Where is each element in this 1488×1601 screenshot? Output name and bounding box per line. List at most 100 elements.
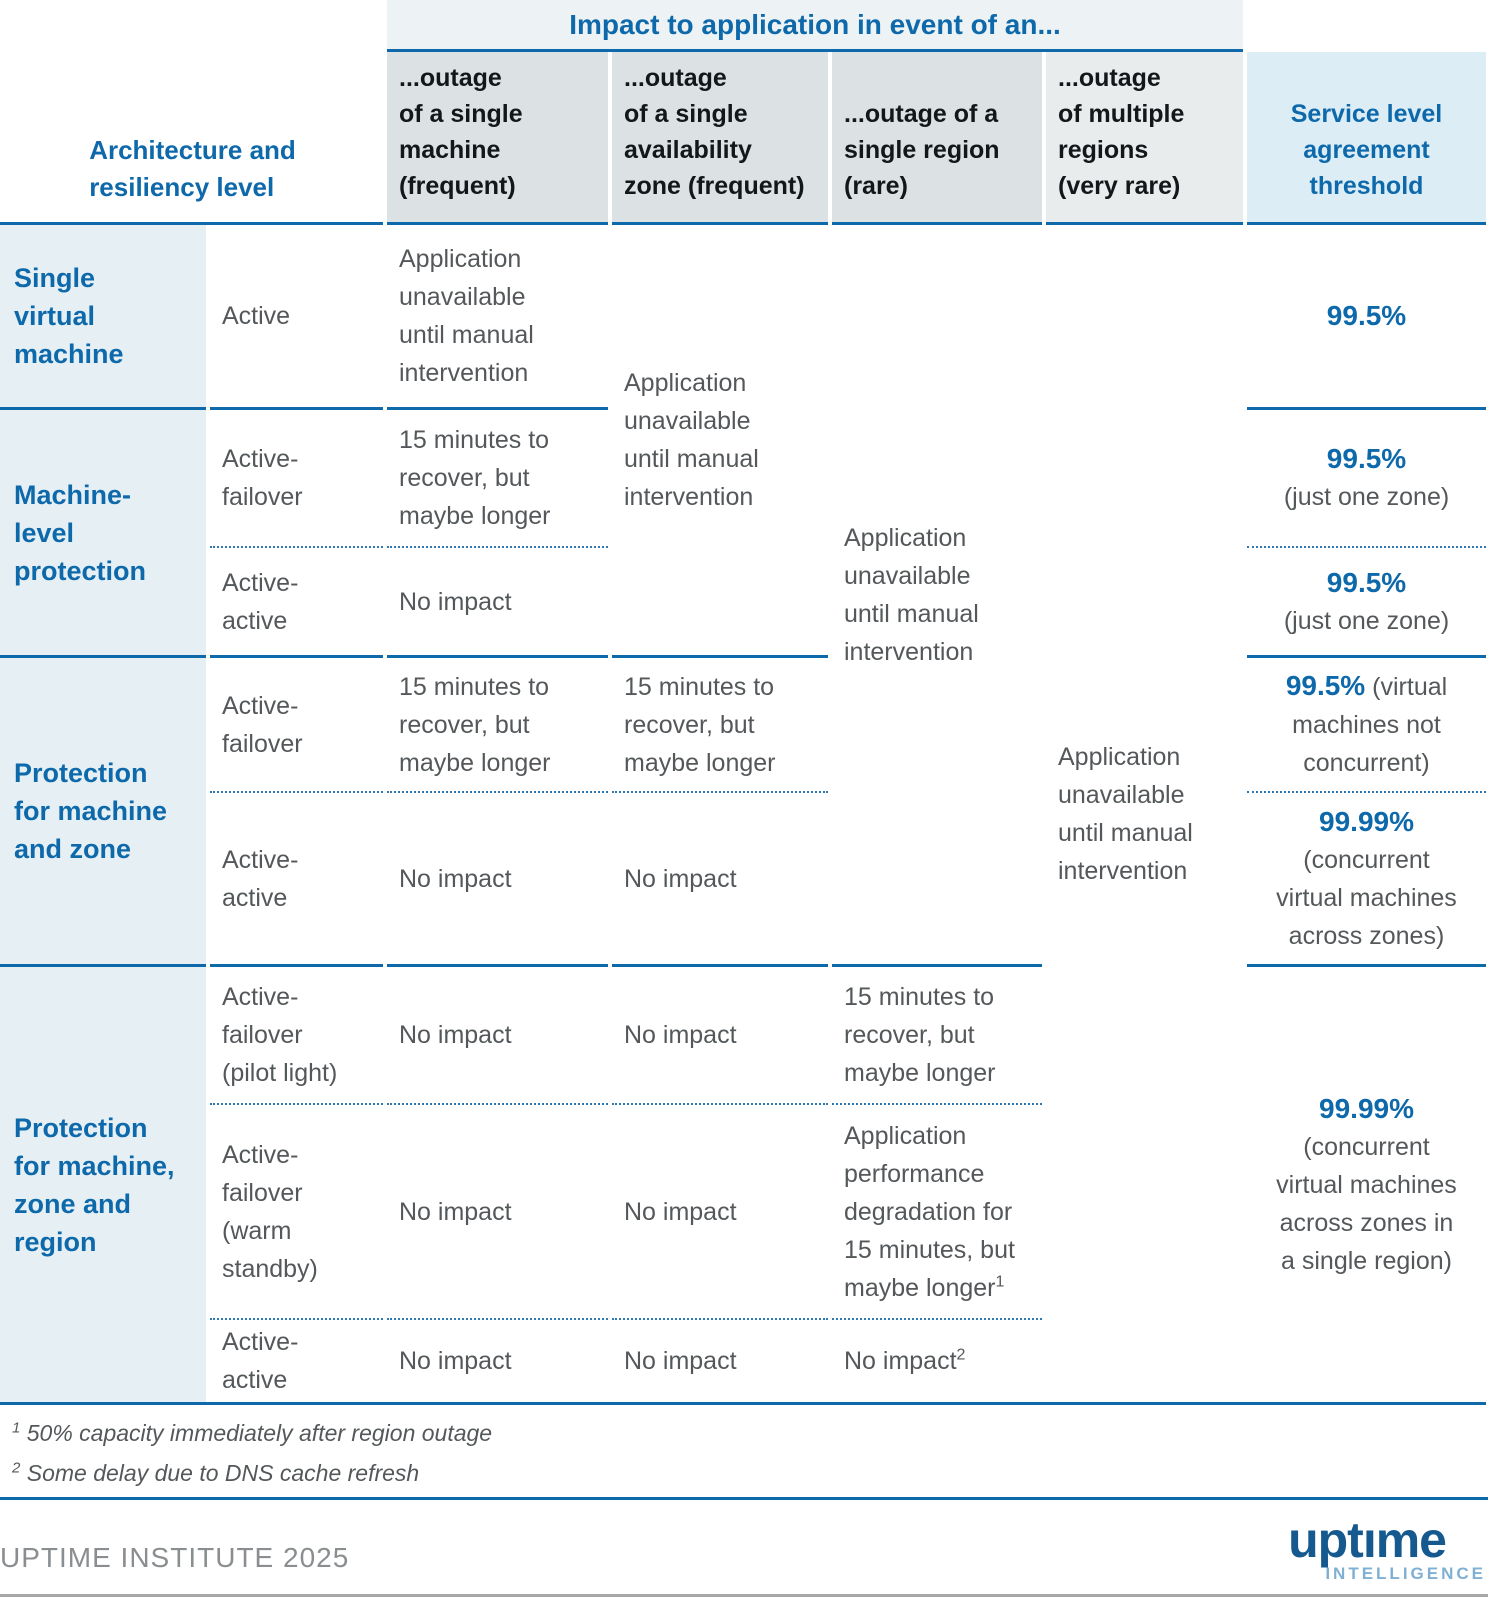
footnotes-section: 1 50% capacity immediately after region … (0, 1405, 1488, 1500)
impact-text: No impact (399, 1197, 512, 1226)
col-header-sla-label: Service level agreement threshold (1290, 100, 1443, 200)
sla-row4: 99.5% (virtual machines not concurrent) (1247, 658, 1486, 793)
sla-percentage: 99.99% (1319, 805, 1414, 837)
multi-region-impact-all-rows-unavailable: Application unavailable until manual int… (1046, 225, 1243, 1402)
region-impact-row6-recover: 15 minutes to recover, but maybe longer (832, 967, 1042, 1105)
impact-text: Application unavailable until manual int… (1058, 742, 1193, 885)
zone-impact-row4-recover: 15 minutes to recover, but maybe longer (612, 658, 828, 793)
mode-active-failover-pilot-row6: Active- failover (pilot light) (210, 967, 383, 1105)
impact-text-with-footnote: No impact2 (844, 1342, 965, 1380)
mode-active-active-row5: Active- active (210, 793, 383, 967)
impact-text: Application unavailable until manual int… (844, 523, 979, 666)
machine-impact-row2-recover: 15 minutes to recover, but maybe longer (387, 410, 608, 548)
sla-row3: 99.5% (just one zone) (1247, 548, 1486, 658)
machine-impact-row3-no-impact: No impact (387, 548, 608, 658)
impact-text: No impact (399, 1347, 512, 1375)
mode-label: Active- failover (warm standby) (222, 1140, 318, 1283)
col-header-zone-outage: ...outage of a single availability zone … (612, 52, 828, 225)
footnote-2-text: Some delay due to DNS cache refresh (20, 1460, 420, 1486)
mode-label: Active- active (222, 568, 299, 635)
impact-text: No impact (399, 1021, 512, 1049)
col-header-zone-label: ...outage of a single availability zone … (624, 64, 805, 200)
sla-rows6-8: 99.99% (concurrent virtual machines acro… (1247, 967, 1486, 1402)
mode-label: Active- active (222, 1328, 299, 1394)
impact-text: 15 minutes to recover, but maybe longer (844, 983, 996, 1087)
region-impact-rows1-5-unavailable: Application unavailable until manual int… (832, 225, 1042, 967)
sla-percentage: 99.5% (1326, 443, 1407, 474)
machine-impact-row4-recover: 15 minutes to recover, but maybe longer (387, 658, 608, 793)
impact-text: No impact (624, 1021, 737, 1049)
col-header-machine-outage: ...outage of a single machine (frequent) (387, 52, 608, 225)
corner-header-label: Architecture and resiliency level (89, 135, 296, 202)
impact-text: Application performance degradation for … (844, 1121, 1015, 1302)
sla-note: (virtual machines not concurrent) (1292, 673, 1448, 777)
sla-percentage: 99.5% (1285, 670, 1366, 701)
zone-impact-rows1-3-unavailable: Application unavailable until manual int… (612, 225, 828, 658)
impact-text: No impact (399, 864, 512, 893)
impact-text: No impact (844, 1347, 957, 1375)
sla-row2: 99.5% (just one zone) (1247, 410, 1486, 548)
mode-label: Active- failover (222, 445, 303, 511)
zone-impact-row7-no-impact: No impact (612, 1105, 828, 1320)
impact-text: 15 minutes to recover, but maybe longer (624, 672, 776, 777)
machine-impact-row7-no-impact: No impact (387, 1105, 608, 1320)
sla-percentage: 99.99% (1319, 1092, 1414, 1124)
col-header-multi-region-outage: ...outage of multiple regions (very rare… (1046, 52, 1243, 225)
group-label-machine-zone-text: Protection for machine and zone (14, 758, 168, 864)
mode-label: Active- failover (pilot light) (222, 983, 338, 1087)
mode-active-failover-row2: Active- failover (210, 410, 383, 548)
impact-text: Application unavailable until manual int… (399, 245, 534, 387)
zone-impact-row6-no-impact: No impact (612, 967, 828, 1105)
group-label-machine-zone-region-text: Protection for machine, zone and region (14, 1112, 175, 1257)
footnote-ref-1: 1 (995, 1273, 1005, 1291)
footer: UPTIME INSTITUTE 2025 uptıme INTELLIGENC… (0, 1500, 1488, 1601)
region-impact-row8-no-impact: No impact2 (832, 1320, 1042, 1402)
group-label-machine-zone-region: Protection for machine, zone and region (0, 967, 206, 1402)
mode-active-active-row3: Active- active (210, 548, 383, 658)
mode-active-failover-warm-row7: Active- failover (warm standby) (210, 1105, 383, 1320)
footnote-2-marker: 2 (12, 1459, 21, 1477)
machine-impact-row8-no-impact: No impact (387, 1320, 608, 1402)
impact-band-label: Impact to application in event of an... (569, 8, 1061, 40)
sla-note: (concurrent virtual machines across zone… (1276, 1132, 1457, 1275)
col-header-region-outage: ...outage of a single region (rare) (832, 52, 1042, 225)
sla-row5: 99.99% (concurrent virtual machines acro… (1247, 793, 1486, 967)
logo-wordmark: uptıme (1288, 1512, 1447, 1568)
zone-impact-row5-no-impact: No impact (612, 793, 828, 967)
impact-text: Application unavailable until manual int… (624, 369, 759, 511)
col-header-machine-label: ...outage of a single machine (frequent) (399, 64, 523, 200)
region-impact-row7-degradation: Application performance degradation for … (832, 1105, 1042, 1320)
mode-label: Active (222, 302, 291, 330)
impact-text: No impact (624, 1197, 737, 1226)
mode-active-failover-row4: Active- failover (210, 658, 383, 793)
sla-inline: 99.5% (virtual machines not concurrent) (1286, 667, 1447, 782)
sla-note: (just one zone) (1283, 483, 1450, 511)
footer-divider-line (0, 1594, 1488, 1597)
logo-subtitle: INTELLIGENCE (1325, 1564, 1486, 1583)
footnote-ref-2: 2 (956, 1346, 966, 1364)
uptime-intelligence-logo: uptıme INTELLIGENCE (1288, 1512, 1488, 1584)
impact-text: No impact (399, 587, 512, 616)
machine-impact-row6-no-impact: No impact (387, 967, 608, 1105)
footnote-1-marker: 1 (12, 1419, 21, 1437)
group-label-machine-level: Machine- level protection (0, 410, 206, 658)
group-label-machine-level-text: Machine- level protection (14, 479, 146, 586)
sla-percentage: 99.5% (1326, 566, 1407, 598)
mode-active-active-row8: Active- active (210, 1320, 383, 1402)
machine-impact-row5-no-impact: No impact (387, 793, 608, 967)
sla-row1: 99.5% (1247, 225, 1486, 410)
impact-text-with-footnote: Application performance degradation for … (844, 1117, 1015, 1307)
sla-note: (just one zone) (1283, 606, 1450, 635)
col-header-multi-region-label: ...outage of multiple regions (very rare… (1058, 64, 1185, 200)
group-label-single-vm-text: Single virtual machine (14, 263, 124, 369)
mode-label: Active- active (222, 845, 299, 912)
group-label-single-vm: Single virtual machine (0, 225, 206, 410)
credit-text: UPTIME INSTITUTE 2025 (0, 1542, 350, 1573)
resiliency-table: Impact to application in event of an... … (0, 0, 1486, 1405)
impact-band-title: Impact to application in event of an... (387, 0, 1243, 52)
sla-note: (concurrent virtual machines across zone… (1276, 845, 1457, 950)
mode-label: Active- failover (222, 691, 303, 758)
impact-text: No impact (624, 1347, 737, 1375)
machine-impact-row1-unavailable: Application unavailable until manual int… (387, 225, 608, 410)
